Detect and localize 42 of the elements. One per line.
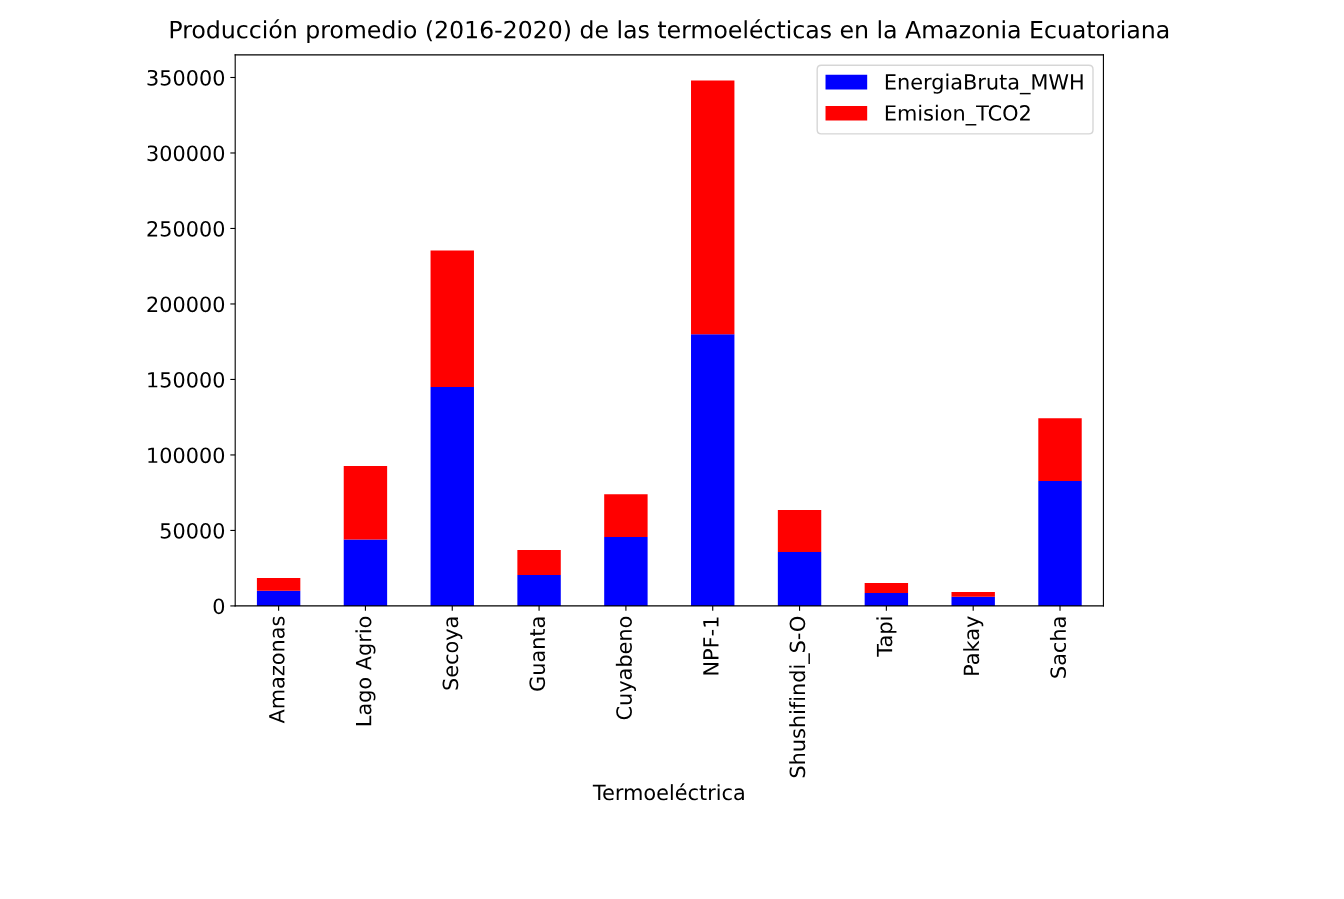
x-tick-label: NPF-1 bbox=[703, 617, 719, 675]
y-tick-label: 350000 bbox=[147, 69, 225, 86]
x-tick-label: Sacha bbox=[1049, 617, 1067, 678]
bar bbox=[604, 537, 648, 606]
x-axis-title: Termoeléctrica bbox=[592, 783, 744, 801]
bar bbox=[691, 334, 735, 606]
x-tick-label: Tapi bbox=[876, 617, 897, 657]
bar bbox=[430, 250, 474, 387]
y-tick-label: 250000 bbox=[147, 220, 225, 237]
bar bbox=[430, 387, 474, 606]
y-tick-label: 100000 bbox=[148, 447, 225, 464]
bar bbox=[777, 552, 822, 606]
y-tick-label: 300000 bbox=[147, 145, 225, 162]
bar bbox=[517, 550, 561, 575]
bar bbox=[864, 592, 909, 606]
bar bbox=[691, 80, 735, 335]
bar bbox=[343, 539, 388, 606]
bar bbox=[517, 574, 561, 606]
y-tick-label: 50000 bbox=[160, 522, 225, 539]
x-tick-label: Guanta bbox=[529, 617, 546, 691]
bar bbox=[777, 510, 822, 553]
chart-title: Producción promedio (2016-2020) de las termoelécticas en la Amazonia Ecuatoriana bbox=[170, 19, 1169, 44]
bar bbox=[343, 466, 388, 540]
bar bbox=[256, 590, 301, 606]
x-tick-label: Shushifindi_S-O bbox=[789, 616, 810, 778]
bar bbox=[951, 596, 995, 606]
bar bbox=[1038, 481, 1082, 606]
bar bbox=[604, 494, 648, 538]
bar bbox=[864, 582, 909, 593]
y-tick-label: 200000 bbox=[147, 296, 225, 313]
y-tick-label: 0 bbox=[213, 598, 225, 615]
x-tick-label: Cuyabeno bbox=[615, 616, 636, 720]
x-tick-label: Lago Agrio bbox=[355, 616, 376, 726]
bar bbox=[256, 577, 301, 591]
x-tick-label: Amazonas bbox=[269, 616, 285, 724]
bar bbox=[1038, 418, 1082, 482]
x-tick-label: Pakay bbox=[963, 616, 984, 675]
bar bbox=[951, 591, 995, 597]
legend-label: EnergiaBruta_MWH bbox=[885, 73, 1083, 95]
x-tick-label: Secoya bbox=[442, 617, 463, 690]
y-tick-label: 150000 bbox=[148, 371, 225, 388]
legend-label: Emision_TCO2 bbox=[885, 104, 1030, 126]
